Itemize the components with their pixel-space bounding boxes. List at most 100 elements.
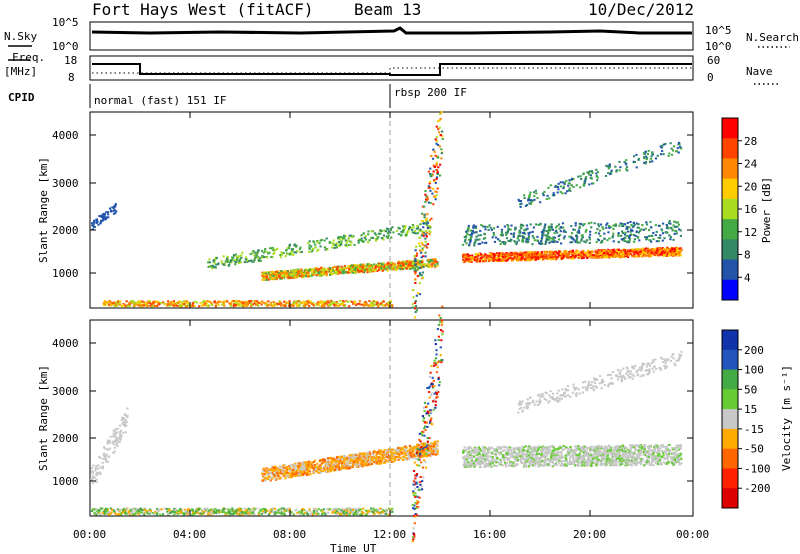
- power-cell: [222, 255, 225, 258]
- velocity-cell: [331, 509, 334, 512]
- power-cell: [426, 196, 429, 199]
- velocity-cell: [348, 507, 352, 510]
- power-cell: [680, 147, 683, 150]
- velocity-cell: [297, 469, 300, 472]
- power-cell: [533, 195, 536, 198]
- power-cell: [308, 244, 311, 247]
- power-cell: [255, 303, 258, 306]
- power-cell: [582, 253, 586, 256]
- power-cell: [466, 232, 469, 235]
- power-cell: [546, 234, 549, 237]
- power-cell: [109, 209, 113, 212]
- power-cell: [366, 269, 369, 272]
- power-cell: [223, 262, 226, 265]
- power-cell: [606, 252, 609, 255]
- power-cell: [436, 171, 439, 174]
- velocity-cell: [202, 509, 206, 512]
- power-cell: [650, 253, 653, 256]
- velocity-cell: [273, 512, 276, 515]
- power-cell: [493, 240, 497, 243]
- power-cell: [104, 302, 107, 305]
- power-cell: [520, 223, 523, 226]
- power-cell: [306, 299, 309, 302]
- power-cell: [423, 265, 426, 268]
- power-cell: [364, 303, 368, 306]
- power-cell: [533, 255, 536, 258]
- power-cell: [256, 250, 260, 253]
- velocity-cell: [352, 463, 355, 466]
- velocity-cell: [147, 511, 151, 514]
- velocity-cell: [183, 513, 186, 516]
- velocity-cell: [163, 507, 166, 510]
- power-cell: [377, 305, 380, 308]
- power-cell: [516, 237, 519, 240]
- power-cell: [421, 276, 425, 279]
- power-cell: [179, 305, 183, 308]
- velocity-cell: [129, 508, 132, 511]
- power-cell: [416, 265, 419, 268]
- power-cell: [385, 264, 388, 267]
- power-cell: [606, 251, 609, 254]
- power-cell: [595, 241, 598, 244]
- power-cell: [637, 226, 641, 229]
- velocity-cell: [106, 508, 109, 511]
- power-cell: [314, 267, 317, 270]
- power-cell: [324, 272, 327, 275]
- power-cell: [559, 185, 562, 188]
- power-cell: [561, 255, 564, 258]
- power-cell: [285, 273, 288, 276]
- power-cell: [348, 305, 351, 308]
- power-cell: [483, 237, 487, 240]
- power-cell: [492, 260, 495, 263]
- velocity-cell: [322, 508, 326, 511]
- power-cell: [496, 253, 499, 256]
- power-cell: [313, 271, 316, 274]
- power-cell: [670, 147, 673, 150]
- velocity-cell: [378, 512, 381, 515]
- power-cell: [623, 239, 626, 242]
- power-cell: [377, 262, 380, 265]
- power-cell: [609, 255, 613, 258]
- power-cell: [175, 302, 178, 305]
- power-cell: [264, 303, 267, 306]
- power-cell: [565, 254, 569, 257]
- power-cell: [483, 257, 487, 260]
- power-cell: [589, 256, 592, 259]
- velocity-cell: [360, 513, 364, 516]
- power-cell: [668, 220, 671, 223]
- power-cell: [591, 182, 594, 185]
- power-cell: [488, 255, 491, 258]
- power-cell: [312, 241, 316, 244]
- power-cell: [325, 270, 328, 273]
- power-cell: [668, 234, 671, 237]
- power-cell: [348, 234, 351, 237]
- power-cell: [560, 242, 563, 245]
- power-cell: [340, 303, 343, 306]
- velocity-cell: [153, 512, 156, 515]
- power-cell: [307, 299, 311, 302]
- velocity-cell: [345, 510, 349, 513]
- power-cell: [622, 252, 625, 255]
- power-cell: [487, 228, 490, 231]
- power-cell: [229, 302, 232, 305]
- power-cell: [549, 256, 552, 259]
- power-cell: [643, 249, 646, 252]
- power-cell: [582, 224, 585, 227]
- velocity-cell: [183, 512, 186, 515]
- power-cell: [601, 249, 604, 252]
- power-cell: [545, 253, 548, 256]
- power-cell: [610, 171, 613, 174]
- power-cell: [393, 262, 396, 265]
- velocity-cell: [171, 511, 174, 514]
- power-cell: [624, 254, 627, 257]
- power-cell: [569, 189, 572, 192]
- power-cell: [433, 261, 436, 264]
- power-cell: [512, 234, 515, 237]
- power-cell: [425, 235, 428, 238]
- power-cell: [282, 273, 285, 276]
- velocity-cell: [315, 509, 318, 512]
- velocity-cell: [129, 510, 133, 513]
- velocity-cell: [326, 507, 330, 510]
- power-cell: [360, 265, 364, 268]
